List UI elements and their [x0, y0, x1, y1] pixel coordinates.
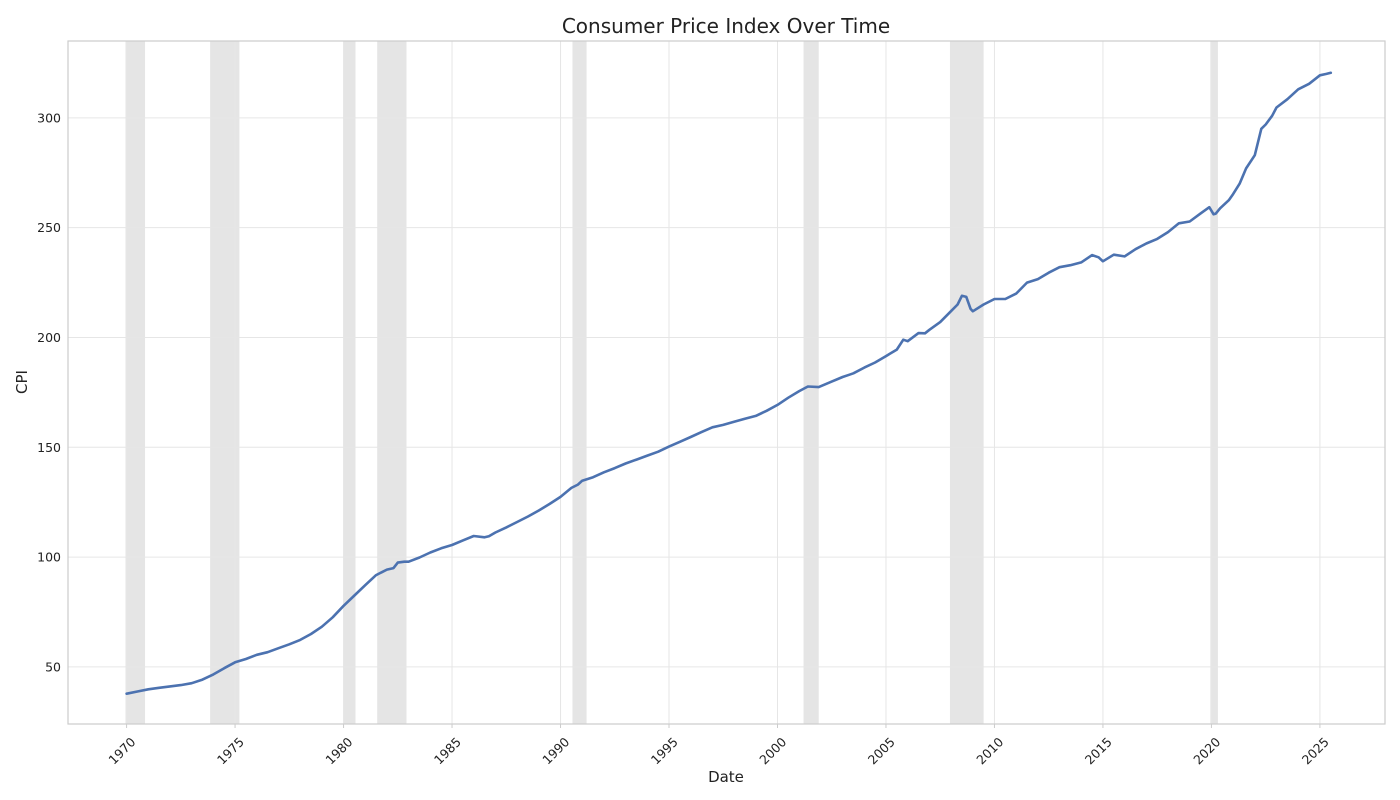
y-tick-label-150: 150 — [37, 440, 61, 455]
y-axis-label: CPI — [13, 370, 31, 394]
recession-band-6 — [949, 41, 984, 724]
gridlines — [68, 41, 1385, 724]
recession-band-5 — [803, 41, 819, 724]
x-tick-label-2020: 2020 — [1190, 734, 1223, 767]
recession-band-4 — [572, 41, 587, 724]
x-tick-label-2025: 2025 — [1299, 734, 1332, 767]
x-tick-label-1990: 1990 — [539, 734, 572, 767]
x-tick-label-2000: 2000 — [756, 734, 789, 767]
chart-title: Consumer Price Index Over Time — [562, 14, 890, 38]
y-tick-label-100: 100 — [37, 550, 61, 565]
recession-shading-group — [125, 41, 1218, 724]
x-axis-label: Date — [708, 768, 744, 786]
x-axis-ticks: 1970 1975 1980 1985 1990 1995 2000 2005 2010 2015… — [105, 724, 1332, 767]
x-tick-label-1985: 1985 — [431, 734, 464, 767]
y-tick-label-300: 300 — [37, 110, 61, 125]
plot-frame — [67, 40, 1386, 725]
x-tick-label-2010: 2010 — [973, 734, 1006, 767]
x-tick-label-2005: 2005 — [865, 734, 898, 767]
recession-band-2 — [343, 41, 356, 724]
y-tick-label-200: 200 — [37, 330, 61, 345]
recession-band-1 — [210, 41, 240, 724]
x-tick-label-2015: 2015 — [1082, 734, 1115, 767]
recession-band-0 — [125, 41, 146, 724]
recession-band-3 — [377, 41, 407, 724]
x-tick-label-1995: 1995 — [648, 734, 681, 767]
y-tick-label-50: 50 — [45, 659, 61, 674]
y-tick-label-250: 250 — [37, 220, 61, 235]
y-axis-ticks: 50 100 150 200 250 300 — [37, 110, 61, 674]
x-tick-label-1970: 1970 — [105, 734, 138, 767]
recession-band-7 — [1210, 41, 1218, 724]
series-group — [125, 71, 1333, 696]
cpi-series-line-0 — [125, 71, 1333, 696]
x-tick-label-1980: 1980 — [322, 734, 355, 767]
x-tick-label-1975: 1975 — [214, 734, 247, 767]
